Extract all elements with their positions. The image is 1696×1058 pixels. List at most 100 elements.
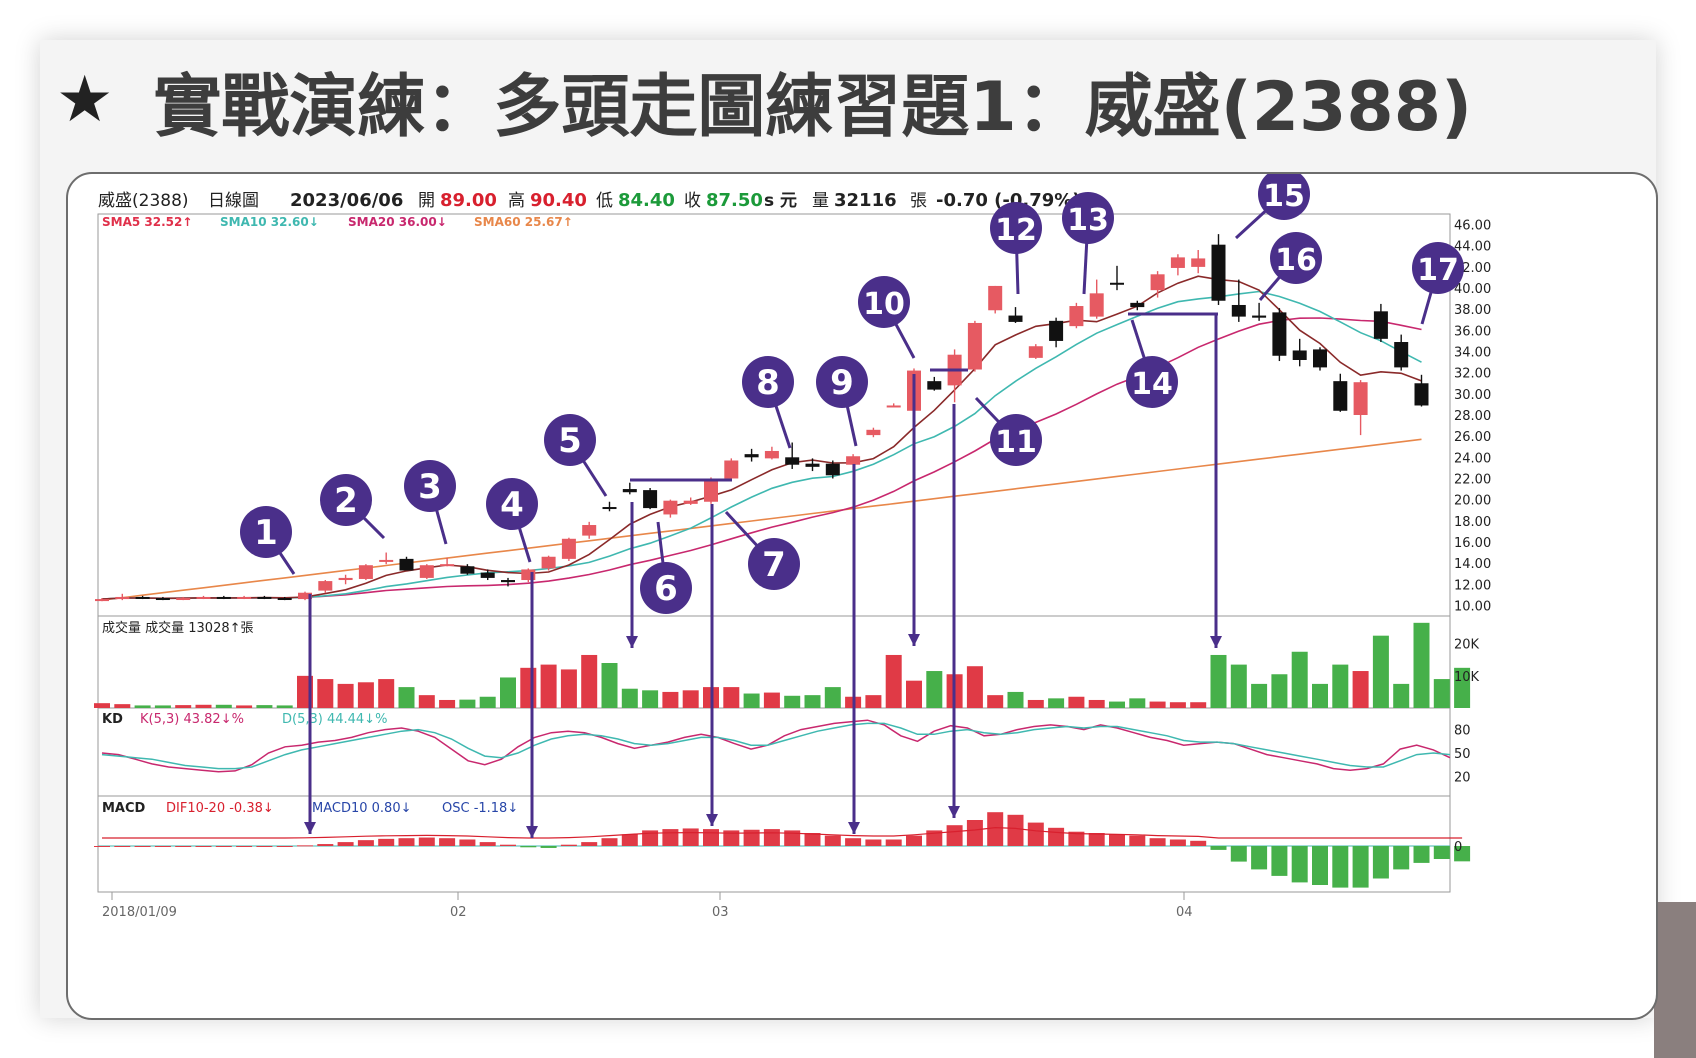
volume-bar <box>1230 664 1247 708</box>
star-icon: ★ <box>56 63 114 137</box>
candle-body <box>1110 282 1124 285</box>
macd-osc-bar <box>1210 846 1227 850</box>
annotation-circle <box>816 356 868 408</box>
volume-bar <box>885 654 902 708</box>
volume-bar <box>500 677 516 708</box>
candle-body <box>480 572 495 578</box>
price-tick-label: 10.00 <box>1454 599 1491 614</box>
price-tick-label: 46.00 <box>1454 219 1491 234</box>
macd-osc-bar <box>439 838 456 846</box>
candle-body <box>1130 302 1145 308</box>
date-label: 03 <box>712 905 729 920</box>
volume-bar <box>418 695 435 708</box>
macd-osc-bar <box>784 830 801 846</box>
candle-body <box>825 463 840 476</box>
volume-bar <box>175 705 192 708</box>
macd-osc-bar <box>418 837 435 846</box>
macd-pane <box>97 795 1451 893</box>
open-label: 開 <box>418 191 435 211</box>
stock-chart: 威盛(2388) 日線圖 2023/06/06 開 89.00 高 90.40 … <box>94 174 1491 920</box>
price-tick-label: 36.00 <box>1454 324 1491 339</box>
candle-body <box>521 569 536 581</box>
candlesticks <box>95 234 1429 602</box>
annotation-number: 6 <box>654 569 678 609</box>
volume-bar <box>520 667 537 708</box>
period-label: 日線圖 <box>208 191 259 211</box>
annotation-arrow-head <box>848 822 860 834</box>
macd-osc-legend: OSC -1.18↓ <box>442 801 518 816</box>
change-value: -0.70 (-0.79%) <box>936 190 1081 211</box>
candle-body <box>764 450 779 459</box>
candle-body <box>277 598 292 601</box>
candle-body <box>1150 274 1165 291</box>
annotation-circle <box>748 538 800 590</box>
price-tick-label: 40.00 <box>1454 282 1491 297</box>
macd-osc-bar <box>1433 846 1450 859</box>
high-value: 90.40 <box>530 190 587 211</box>
volume-bar <box>378 679 395 708</box>
annotation-circle <box>858 276 910 328</box>
volume-bar <box>276 705 293 708</box>
annotation-number: 8 <box>756 363 780 403</box>
volume-bar <box>114 704 131 708</box>
macd-osc-bar <box>1109 834 1125 846</box>
volume-bar <box>763 692 780 708</box>
candle-body <box>440 564 455 567</box>
close-value: 87.50 <box>706 190 763 211</box>
volume-bar <box>1129 698 1146 708</box>
price-tick-label: 32.00 <box>1454 367 1491 382</box>
annotation-number: 1 <box>254 513 278 553</box>
volume-tick-label: 10K <box>1454 670 1480 685</box>
annotation-arrow-head <box>706 814 718 826</box>
date-value: 2023/06/06 <box>290 190 403 211</box>
macd-osc-bar <box>824 835 841 846</box>
date-label: 02 <box>450 905 467 920</box>
macd-dif-legend: DIF10-20 -0.38↓ <box>166 801 274 816</box>
annotation-number: 15 <box>1263 179 1305 214</box>
candle-body <box>541 556 556 569</box>
macd-osc-bar <box>723 830 740 846</box>
annotation-number: 13 <box>1067 203 1109 238</box>
ma-legend: SMA5 32.52↑ SMA10 32.60↓ SMA20 36.00↓ SMA60… <box>102 215 573 229</box>
candle-body <box>115 596 130 600</box>
annotation-arrow-head <box>526 826 538 838</box>
macd-osc-bar <box>154 846 171 847</box>
candle-body <box>561 538 576 559</box>
macd-osc-bar <box>581 842 598 846</box>
macd-osc-bar <box>459 839 476 846</box>
macd-axis: 0 <box>1454 840 1462 855</box>
macd-osc-bar <box>398 838 415 846</box>
volume-bars <box>94 622 1471 708</box>
price-tick-label: 34.00 <box>1454 346 1491 361</box>
annotation-arrow-head <box>1210 636 1222 648</box>
candle-body <box>602 507 617 510</box>
candle-body <box>1292 350 1307 360</box>
macd-osc-bar <box>987 812 1004 846</box>
price-tick-label: 26.00 <box>1454 430 1491 445</box>
volume-bar <box>1068 696 1085 708</box>
date-label: 2018/01/09 <box>102 905 177 920</box>
annotation-number: 17 <box>1417 253 1459 288</box>
macd-osc-bar <box>642 830 659 846</box>
volume-bar <box>1433 679 1450 708</box>
volume-bar <box>215 704 232 708</box>
volume-bar <box>1251 683 1268 708</box>
kd-tick-label: 80 <box>1454 724 1471 739</box>
macd-osc-bar <box>297 845 313 847</box>
macd-osc-bar <box>682 828 699 846</box>
kd-k-legend: K(5,3) 43.82↓% <box>140 712 244 727</box>
macd-osc-bar <box>662 829 679 846</box>
candle-body <box>399 558 414 571</box>
volume-bar <box>1312 683 1328 708</box>
macd-osc-bar <box>906 835 922 846</box>
volume-legend: 成交量 成交量 13028↑張 <box>102 620 254 636</box>
macd-osc-bar <box>1048 827 1065 846</box>
volume-bar <box>642 690 659 708</box>
volume-bar <box>317 679 334 708</box>
volume-tick-label: 20K <box>1454 638 1480 653</box>
volume-bar <box>926 671 943 708</box>
macd-osc-bar <box>520 846 537 848</box>
annotation-number: 7 <box>762 545 786 585</box>
macd-osc-bar <box>1454 846 1471 862</box>
price-tick-label: 20.00 <box>1454 494 1491 509</box>
